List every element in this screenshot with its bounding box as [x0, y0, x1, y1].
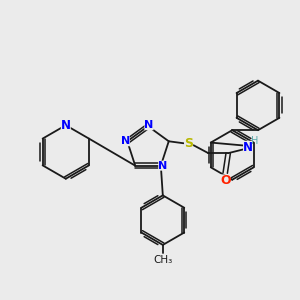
Text: S: S — [184, 137, 193, 150]
Text: H: H — [251, 136, 259, 146]
Text: N: N — [121, 136, 130, 146]
Text: N: N — [61, 119, 71, 132]
Text: O: O — [220, 174, 230, 188]
Text: CH₃: CH₃ — [153, 255, 172, 265]
Text: N: N — [158, 161, 167, 171]
Text: N: N — [144, 120, 154, 130]
Text: N: N — [243, 141, 253, 154]
